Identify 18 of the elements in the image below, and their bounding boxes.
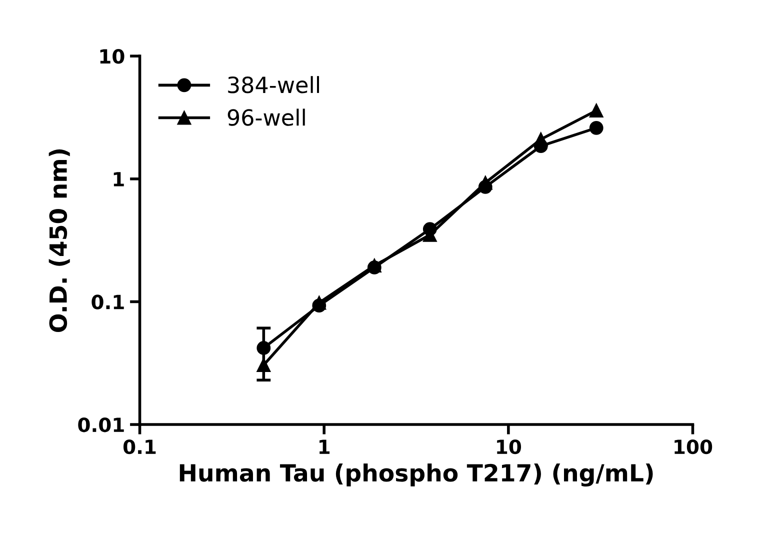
- point: [589, 120, 604, 135]
- point: [312, 296, 326, 310]
- legend-label: 96-well: [228, 108, 305, 126]
- y-tick-label: 0.1: [92, 294, 124, 310]
- y-tick-label: 0.01: [78, 417, 124, 432]
- legend-label: 384-well: [228, 76, 319, 94]
- point: [589, 104, 604, 118]
- x-tick-label: 0.1: [123, 439, 156, 454]
- point: [256, 358, 271, 372]
- y-tick-label: 1: [114, 172, 124, 186]
- y-axis-title: O.D. (450 nm): [48, 149, 70, 332]
- x-axis-title: Human Tau (phospho T217) (ng/mL): [180, 463, 653, 487]
- point: [534, 132, 548, 146]
- y-tick-label: 10: [100, 49, 124, 64]
- point: [256, 341, 271, 355]
- x-tick-label: 100: [674, 439, 712, 454]
- x-tick-label: 10: [497, 439, 522, 454]
- x-tick-label: 1: [320, 440, 330, 454]
